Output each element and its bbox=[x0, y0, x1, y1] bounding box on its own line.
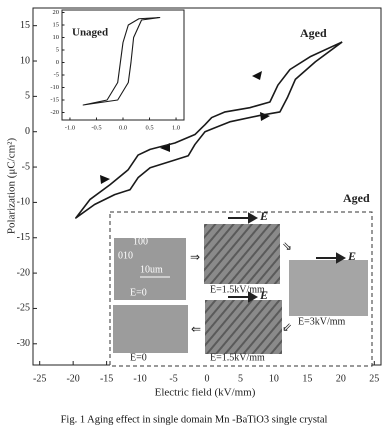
arrow bbox=[252, 71, 262, 80]
x-tick-label: 20 bbox=[336, 373, 346, 384]
x-tick-label: -25 bbox=[33, 373, 46, 384]
domain-image bbox=[204, 224, 280, 284]
image-label: E=0 bbox=[130, 287, 147, 298]
main-chart: Electric field (kV/mm) Polarization (μC/… bbox=[6, 7, 382, 399]
inset-chart: Unaged -1.0 -0.5 0.0 0.5 1.0 -20 -15 -10 -5 0 5 10 1… bbox=[50, 9, 185, 131]
y-tick-label: -5 bbox=[54, 71, 59, 78]
y-tick-label: 0 bbox=[25, 126, 30, 137]
image-label: E=0 bbox=[130, 352, 147, 363]
arrow-head bbox=[248, 212, 259, 224]
x-axis-label: Electric field (kV/mm) bbox=[155, 387, 256, 399]
arrow-head bbox=[248, 291, 259, 303]
x-tick-label: 10 bbox=[269, 373, 279, 384]
y-tick-label: 5 bbox=[25, 91, 30, 102]
y-tick-label: 5 bbox=[56, 46, 59, 53]
annotation: Unaged bbox=[72, 27, 108, 39]
y-tick-label: -25 bbox=[17, 303, 30, 314]
y-axis-label: Polarization (μC/cm²) bbox=[6, 138, 18, 235]
field-symbol: E bbox=[259, 288, 268, 302]
x-tick-label: -20 bbox=[66, 373, 79, 384]
domain-image bbox=[114, 238, 186, 300]
x-tick-label: 5 bbox=[238, 373, 243, 384]
x-tick-label: 0.0 bbox=[119, 124, 127, 131]
y-tick-label: 15 bbox=[20, 20, 30, 31]
x-tick-label: -15 bbox=[100, 373, 113, 384]
domain-image bbox=[205, 300, 282, 354]
field-arrows bbox=[228, 212, 347, 303]
image-label: E=1.5kV/mm bbox=[210, 352, 265, 363]
x-tick-label: -0.5 bbox=[91, 124, 101, 131]
orientation-label: 010 bbox=[118, 250, 133, 261]
y-tick-label: 10 bbox=[53, 34, 60, 41]
y-tick-label: 0 bbox=[56, 59, 59, 66]
field-symbol: E bbox=[347, 249, 356, 263]
y-tick-label: -15 bbox=[17, 232, 30, 243]
arrow-head bbox=[336, 252, 347, 264]
domain-image-panel: Aged 100 010 10um E=0 E=1.5kV/mm E=3kV/m… bbox=[109, 191, 373, 367]
sequence-arrow: ⇘ bbox=[282, 239, 292, 253]
x-tick-label: 1.0 bbox=[172, 124, 180, 131]
sequence-arrow: ⇒ bbox=[190, 250, 200, 264]
arrow bbox=[100, 175, 110, 184]
y-tick-label: 15 bbox=[53, 21, 60, 28]
y-tick-label: -10 bbox=[50, 84, 59, 91]
field-symbol: E bbox=[259, 209, 268, 223]
y-tick-label: -20 bbox=[50, 109, 59, 116]
data-line bbox=[82, 16, 161, 106]
x-tick-label: -5 bbox=[169, 373, 177, 384]
domain-image bbox=[289, 260, 368, 316]
x-tick-label: 0.5 bbox=[145, 124, 153, 131]
x-tick-label: 25 bbox=[369, 373, 379, 384]
scale-bar-label: 10um bbox=[140, 264, 163, 275]
y-tick-label: -10 bbox=[17, 197, 30, 208]
image-label: E=1.5kV/mm bbox=[210, 284, 265, 295]
y-tick-label: -30 bbox=[17, 338, 30, 349]
y-tick-label: -20 bbox=[17, 267, 30, 278]
x-tick-label: -10 bbox=[133, 373, 146, 384]
y-tick-label: 10 bbox=[20, 55, 30, 66]
orientation-label: 100 bbox=[133, 236, 148, 247]
x-tick-label: -1.0 bbox=[65, 124, 75, 131]
inset-frame bbox=[61, 9, 185, 121]
y-tick-label: 20 bbox=[53, 9, 60, 16]
x-tick-label: 0 bbox=[205, 373, 210, 384]
figure-caption: Fig. 1 Aging effect in single domain Mn … bbox=[61, 414, 328, 425]
data-line bbox=[75, 41, 343, 219]
x-tick-label: 15 bbox=[302, 373, 312, 384]
panel-title: Aged bbox=[343, 191, 370, 205]
y-tick-label: -5 bbox=[22, 161, 30, 172]
image-label: E=3kV/mm bbox=[298, 316, 346, 327]
y-tick-label: -15 bbox=[50, 96, 59, 103]
sequence-arrow: ⇙ bbox=[282, 320, 292, 334]
domain-image bbox=[113, 305, 188, 353]
annotation: Aged bbox=[300, 26, 327, 40]
sequence-arrow: ⇐ bbox=[191, 322, 201, 336]
